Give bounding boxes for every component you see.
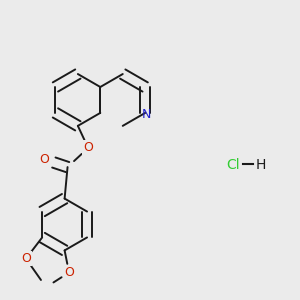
Text: O: O xyxy=(39,153,49,166)
Text: Cl: Cl xyxy=(226,158,240,172)
Text: O: O xyxy=(83,141,93,154)
Text: H: H xyxy=(255,158,266,172)
Text: N: N xyxy=(142,108,151,121)
Text: O: O xyxy=(21,252,31,265)
Text: O: O xyxy=(64,266,74,279)
